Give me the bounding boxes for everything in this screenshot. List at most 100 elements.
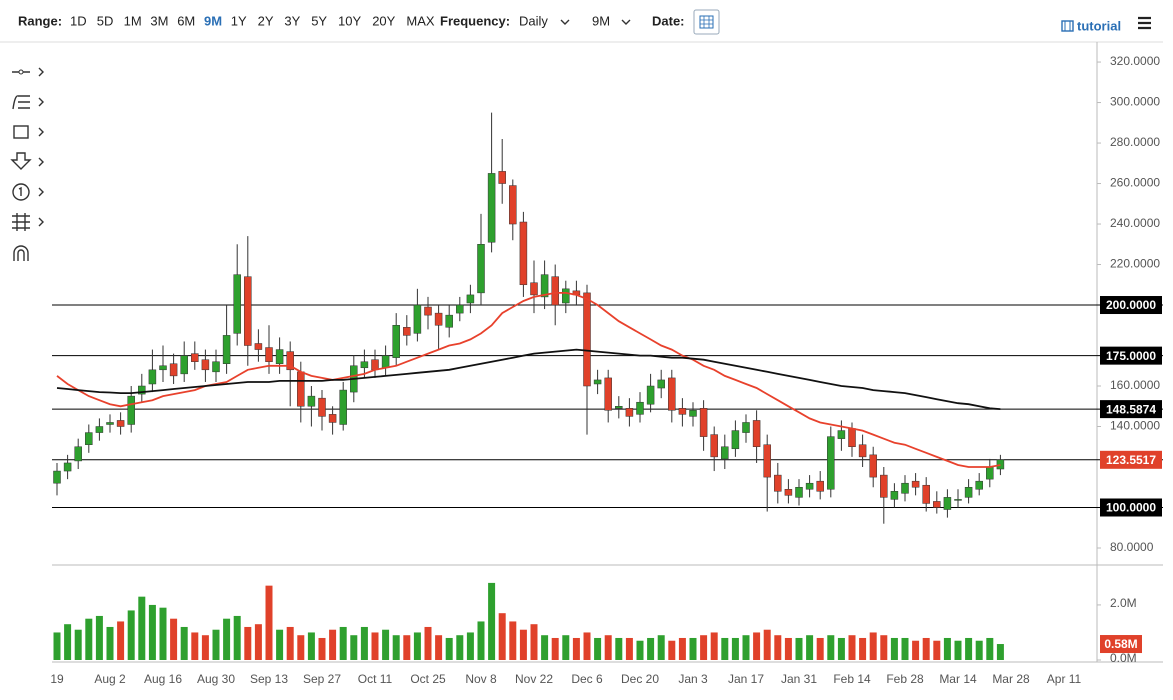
volume-bar bbox=[763, 629, 771, 660]
x-tick-label: Dec 6 bbox=[571, 672, 603, 686]
range-button[interactable]: 3M bbox=[150, 13, 168, 28]
x-tick-label: Sep 27 bbox=[303, 672, 341, 686]
volume-bar bbox=[530, 624, 538, 660]
volume-tick-label: 0.0M bbox=[1110, 651, 1137, 665]
volume-bar bbox=[774, 635, 782, 660]
volume-bar bbox=[138, 596, 146, 660]
volume-bar bbox=[339, 626, 347, 660]
candle-body bbox=[307, 395, 316, 407]
range-button[interactable]: 1Y bbox=[231, 13, 247, 28]
range-button[interactable]: 10Y bbox=[338, 13, 361, 28]
volume-bar bbox=[466, 632, 474, 660]
candle-body bbox=[286, 351, 294, 371]
candle-body bbox=[689, 410, 697, 417]
volume-bar bbox=[562, 635, 570, 660]
volume-bar bbox=[541, 635, 549, 660]
volume-bar bbox=[360, 626, 368, 660]
dropdown-arrow[interactable] bbox=[560, 19, 570, 25]
range-button[interactable]: MAX bbox=[406, 13, 435, 28]
volume-bar bbox=[848, 635, 856, 660]
volume-bar bbox=[254, 624, 262, 660]
range-label: Range: bbox=[18, 13, 62, 28]
candle-body bbox=[540, 274, 549, 298]
candle-body bbox=[265, 347, 273, 362]
x-tick-label: Feb 14 bbox=[833, 672, 871, 686]
volume-bar bbox=[456, 635, 464, 660]
volume-bar bbox=[350, 635, 358, 660]
x-tick-label: Aug 2 bbox=[94, 672, 126, 686]
y-tick-label: 260.0000 bbox=[1110, 176, 1160, 190]
volume-bar bbox=[371, 632, 379, 660]
volume-bar bbox=[127, 610, 135, 660]
candle-body bbox=[530, 282, 538, 296]
volume-bar bbox=[392, 635, 400, 660]
candle-body bbox=[668, 377, 676, 411]
candle-body bbox=[339, 389, 347, 425]
volume-bar bbox=[106, 626, 114, 660]
level-label-box bbox=[1100, 296, 1162, 315]
range-button[interactable]: 5Y bbox=[311, 13, 327, 28]
candle-body bbox=[678, 408, 687, 415]
range-button[interactable]: 1D bbox=[70, 13, 87, 28]
volume-bar bbox=[933, 640, 941, 660]
calendar-button[interactable] bbox=[693, 9, 720, 35]
volume-bar bbox=[594, 637, 602, 660]
tool-line[interactable] bbox=[12, 67, 44, 77]
volume-bar bbox=[286, 626, 294, 660]
volume-bar bbox=[572, 637, 580, 660]
range-button[interactable]: 1M bbox=[124, 13, 142, 28]
volume-bar bbox=[615, 637, 623, 660]
frequency-select[interactable]: Daily bbox=[519, 13, 548, 28]
volume-bar bbox=[689, 637, 697, 660]
tool-counter[interactable] bbox=[12, 183, 44, 201]
volume-bar bbox=[403, 635, 411, 660]
volume-bar bbox=[95, 615, 103, 660]
candle-body bbox=[731, 430, 740, 450]
candle-body bbox=[106, 422, 114, 425]
candle-body bbox=[911, 480, 920, 488]
tool-magnet[interactable] bbox=[13, 245, 29, 261]
dropdown-arrow[interactable] bbox=[621, 19, 631, 25]
volume-bar bbox=[721, 637, 729, 660]
candle-body bbox=[646, 385, 655, 405]
candle-body bbox=[593, 379, 602, 385]
candle-body bbox=[848, 428, 856, 448]
volume-bar bbox=[445, 637, 453, 660]
range-button[interactable]: 6M bbox=[177, 13, 195, 28]
tool-measure[interactable] bbox=[12, 213, 44, 231]
tool-fib[interactable] bbox=[12, 95, 44, 110]
y-tick-label: 80.0000 bbox=[1110, 540, 1154, 554]
volume-bar bbox=[307, 632, 315, 660]
volume-bar bbox=[625, 637, 633, 660]
range-button[interactable]: 9M bbox=[204, 13, 222, 28]
tutorial-link[interactable]: tutorial bbox=[1061, 18, 1121, 33]
menu-button[interactable] bbox=[1138, 16, 1151, 30]
range-button[interactable]: 20Y bbox=[372, 13, 395, 28]
candle-body bbox=[784, 489, 793, 496]
volume-bar bbox=[816, 637, 824, 660]
candle-body bbox=[95, 426, 104, 433]
candle-body bbox=[752, 420, 761, 448]
range-button[interactable]: 2Y bbox=[258, 13, 274, 28]
volume-bar bbox=[498, 613, 506, 660]
tool-shape[interactable] bbox=[13, 125, 44, 139]
candle-body bbox=[466, 294, 475, 304]
volume-bar bbox=[986, 637, 994, 660]
tool-arrow[interactable] bbox=[10, 152, 44, 170]
period-select[interactable]: 9M bbox=[592, 13, 610, 28]
volume-bar bbox=[318, 637, 326, 660]
range-button[interactable]: 5D bbox=[97, 13, 114, 28]
volume-bar bbox=[424, 626, 432, 660]
tutorial-icon bbox=[1061, 20, 1074, 32]
range-button[interactable]: 3Y bbox=[284, 13, 300, 28]
x-tick-label: Aug 30 bbox=[197, 672, 235, 686]
volume-bar bbox=[583, 632, 591, 660]
candle-body bbox=[827, 436, 835, 490]
calendar-grid bbox=[700, 16, 713, 28]
volume-bar bbox=[265, 585, 273, 660]
volume-bar bbox=[901, 637, 909, 660]
candle-body bbox=[657, 379, 665, 389]
drawing-tools bbox=[10, 67, 44, 261]
volume-bar bbox=[382, 629, 390, 660]
candle-body bbox=[445, 314, 453, 328]
